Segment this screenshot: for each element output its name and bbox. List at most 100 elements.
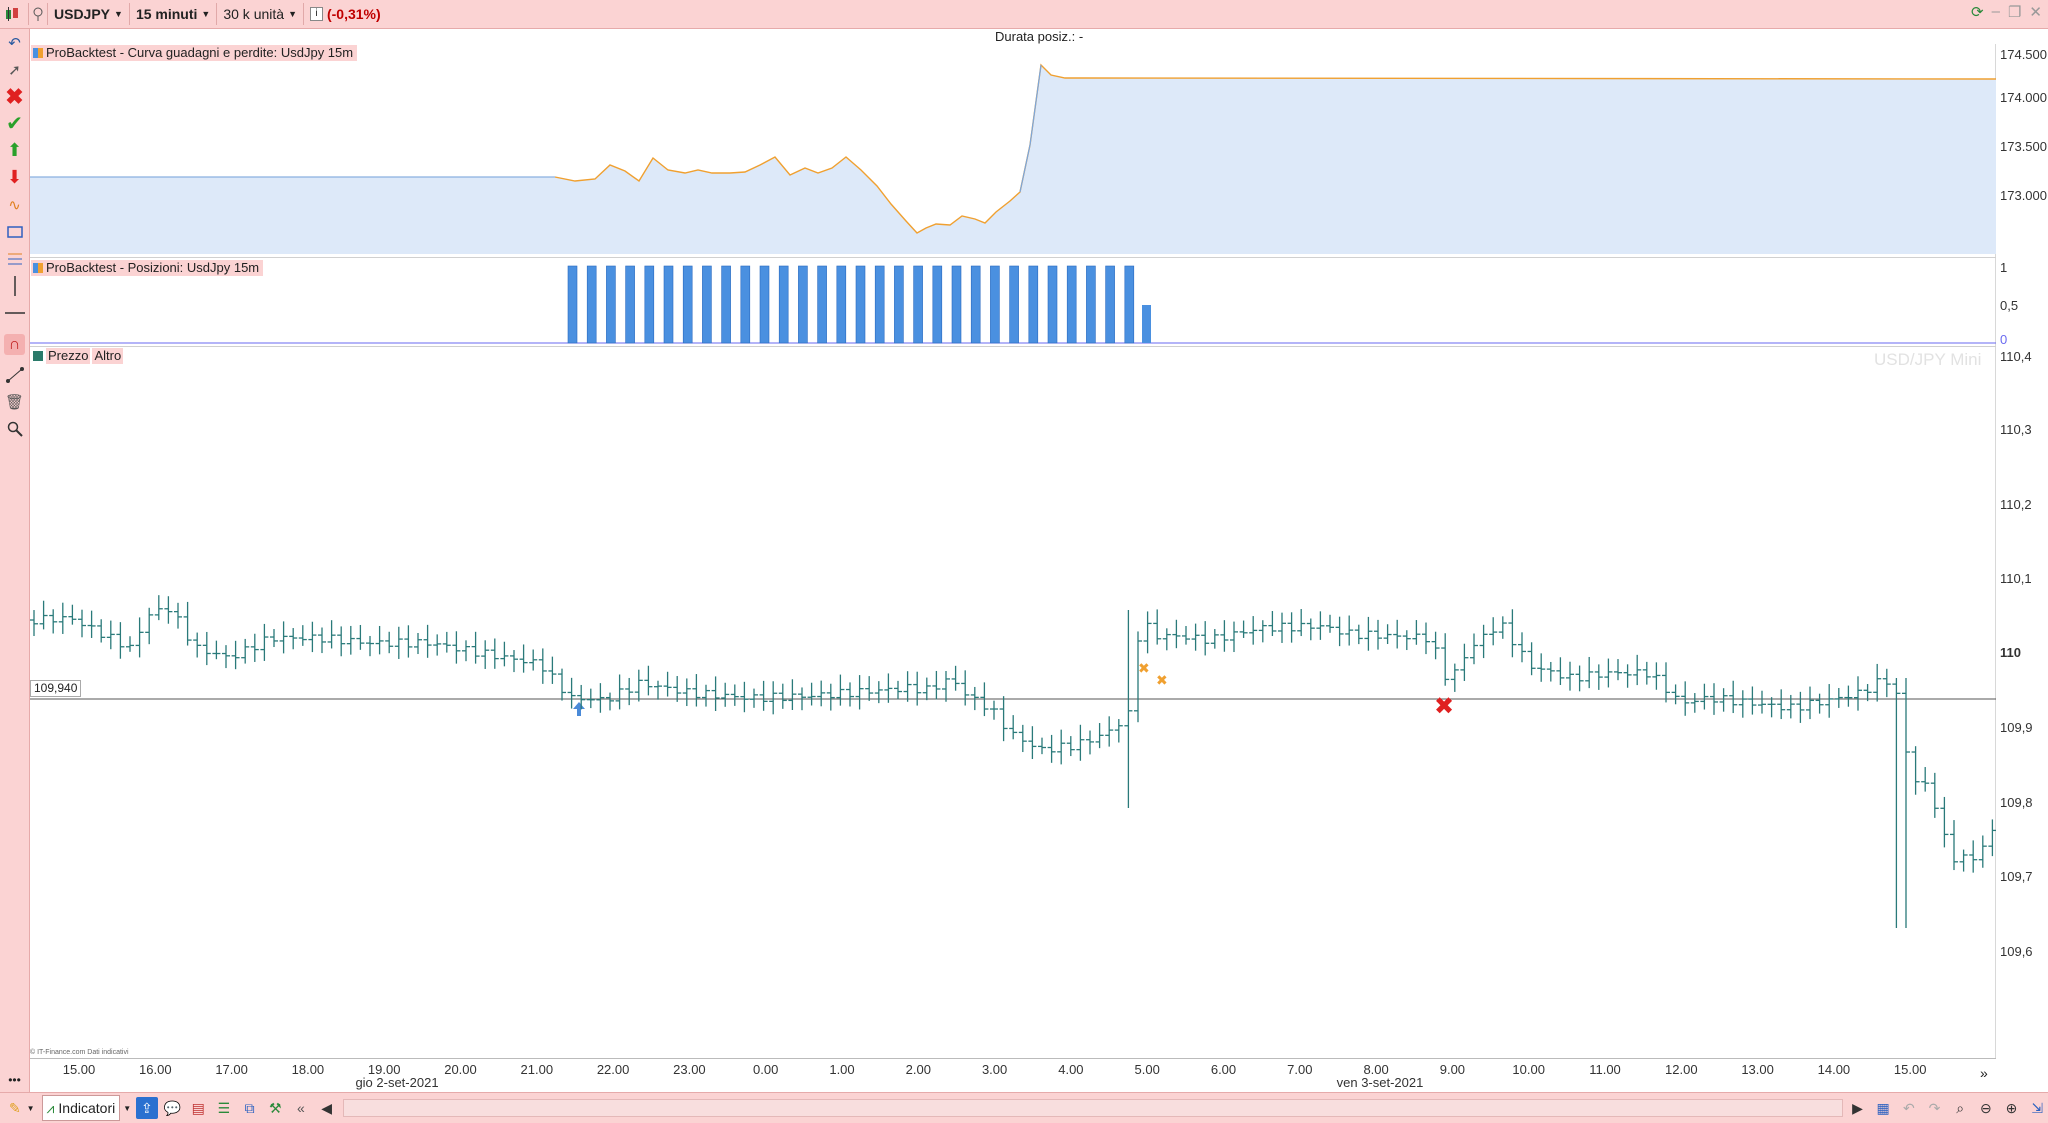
duration-label: Durata posiz.: - — [995, 29, 1084, 44]
price-bar — [1882, 668, 1891, 698]
exit-cross-icon: ✖ — [1138, 661, 1150, 677]
price-bar — [558, 668, 566, 701]
arrow-up-icon[interactable]: ⬆ — [6, 140, 23, 160]
undo-icon[interactable]: ↶ — [1902, 1099, 1915, 1116]
timeframe-selector[interactable]: 15 minuti ▼ — [130, 3, 218, 25]
price-bar — [922, 677, 931, 701]
price-bar — [1642, 661, 1651, 685]
curve-icon[interactable]: ∿ — [8, 196, 21, 214]
price-bar — [135, 617, 144, 658]
position-bar — [682, 265, 693, 344]
zoom-out-icon[interactable]: ⊖ — [1979, 1099, 1992, 1116]
price-bar — [894, 680, 902, 700]
scroll-right-icon[interactable]: » — [1980, 1065, 1988, 1081]
units-selector[interactable]: 30 k unità ▼ — [217, 3, 304, 25]
price-bar — [1930, 772, 1939, 818]
info-icon[interactable] — [29, 3, 48, 25]
close-icon[interactable]: ✕ — [2029, 4, 2042, 21]
restore-icon[interactable]: ❐ — [2007, 4, 2022, 21]
price-bar — [1431, 631, 1440, 660]
position-bar — [721, 265, 731, 344]
hand-icon[interactable]: ↶ — [8, 34, 21, 52]
position-bar — [1066, 265, 1077, 344]
price-title-text[interactable]: Prezzo — [46, 348, 91, 364]
cross-delete-icon[interactable]: ✖ — [5, 83, 24, 109]
indicators-button[interactable]: ⩘ Indicatori — [41, 1095, 121, 1121]
scroll-right-icon[interactable]: ▶ — [1852, 1099, 1863, 1116]
price-bar — [1854, 676, 1862, 711]
chart-type-icon[interactable] — [0, 3, 29, 25]
pointer-icon[interactable]: ➚ — [8, 61, 21, 79]
info-square-icon[interactable]: i — [309, 7, 323, 21]
price-other-button[interactable]: Altro — [92, 348, 124, 364]
price-bar — [1758, 690, 1766, 714]
magnet-icon[interactable]: ∩ — [4, 334, 25, 355]
windows-icon[interactable]: ⧉ — [244, 1099, 255, 1116]
price-bar — [1018, 724, 1027, 753]
arrow-down-icon[interactable]: ⬇ — [6, 167, 23, 187]
calendar-icon[interactable]: ▦ — [1876, 1099, 1890, 1116]
price-bar — [510, 650, 518, 673]
search-zoom-icon[interactable]: ⌕ — [1956, 1099, 1965, 1116]
collapse-left-icon[interactable]: « — [297, 1100, 305, 1116]
price-bar — [1498, 616, 1507, 639]
share-icon[interactable]: ⇪ — [136, 1097, 158, 1119]
more-icon[interactable]: ••• — [8, 1072, 21, 1087]
price-bar — [356, 624, 365, 650]
trend-icon[interactable] — [4, 364, 25, 385]
zoom-in-icon[interactable]: ⊕ — [2005, 1099, 2018, 1116]
price-bar — [1162, 628, 1171, 651]
right-axis-line — [1995, 44, 1996, 1058]
pane-divider — [30, 257, 1996, 258]
zoom-icon[interactable] — [4, 418, 25, 439]
price-bar — [1662, 662, 1670, 703]
price-bar — [654, 680, 662, 700]
vertical-line-icon[interactable] — [4, 275, 25, 296]
price-bar — [1210, 629, 1219, 649]
price-bar — [951, 665, 960, 691]
price-bar — [932, 670, 941, 700]
trash-icon[interactable]: 🗑 — [4, 393, 25, 411]
scroll-left-icon[interactable]: ◀ — [321, 1099, 332, 1116]
pencil-icon[interactable]: ✎ — [8, 1099, 21, 1116]
screener-icon[interactable]: ▤ — [191, 1099, 205, 1116]
refresh-icon[interactable]: ⟳ — [1971, 4, 1984, 21]
current-price-label: 109,940 — [30, 680, 82, 697]
position-bar — [951, 265, 962, 344]
price-bar — [481, 640, 490, 669]
price-bar — [1047, 734, 1056, 763]
chevron-down-icon[interactable]: ▼ — [26, 1103, 35, 1113]
chevron-down-icon[interactable]: ▼ — [123, 1103, 132, 1113]
horizontal-scrollbar[interactable] — [343, 1099, 1843, 1117]
price-bar — [58, 602, 67, 634]
position-bar — [663, 265, 674, 344]
price-bar — [1114, 719, 1123, 743]
positions-chart — [30, 265, 1996, 344]
rectangle-icon[interactable] — [4, 221, 25, 242]
price-bar — [990, 700, 998, 720]
price-bar — [970, 686, 979, 711]
price-bar — [1527, 642, 1536, 676]
price-bar — [586, 688, 595, 709]
zoom-fit-icon[interactable]: ⇲ — [2031, 1099, 2044, 1116]
chat-icon[interactable]: 💬 — [163, 1099, 182, 1116]
price-bar — [1182, 626, 1190, 645]
fibonacci-icon[interactable] — [4, 248, 25, 269]
stop-marker-icon: ✖ — [1434, 692, 1454, 720]
price-bar — [394, 626, 403, 659]
minimize-icon[interactable]: – — [1991, 3, 2000, 20]
price-bar — [865, 676, 874, 701]
positions-tick: 1 — [2000, 260, 2008, 275]
backtest-icon[interactable]: ⚒ — [268, 1099, 282, 1116]
price-bar — [1690, 693, 1699, 713]
symbol-selector[interactable]: USDJPY ▼ — [48, 3, 130, 25]
redo-icon[interactable]: ↷ — [1928, 1099, 1941, 1116]
price-bar — [1566, 661, 1574, 691]
price-bar — [836, 674, 845, 706]
list-icon[interactable]: ☰ — [217, 1099, 231, 1116]
check-icon[interactable]: ✔ — [6, 113, 23, 135]
horizontal-line-icon[interactable] — [4, 302, 25, 323]
equity-tick: 174.500 — [2000, 47, 2047, 62]
price-bar — [1422, 622, 1430, 655]
price-bar — [1902, 678, 1910, 928]
